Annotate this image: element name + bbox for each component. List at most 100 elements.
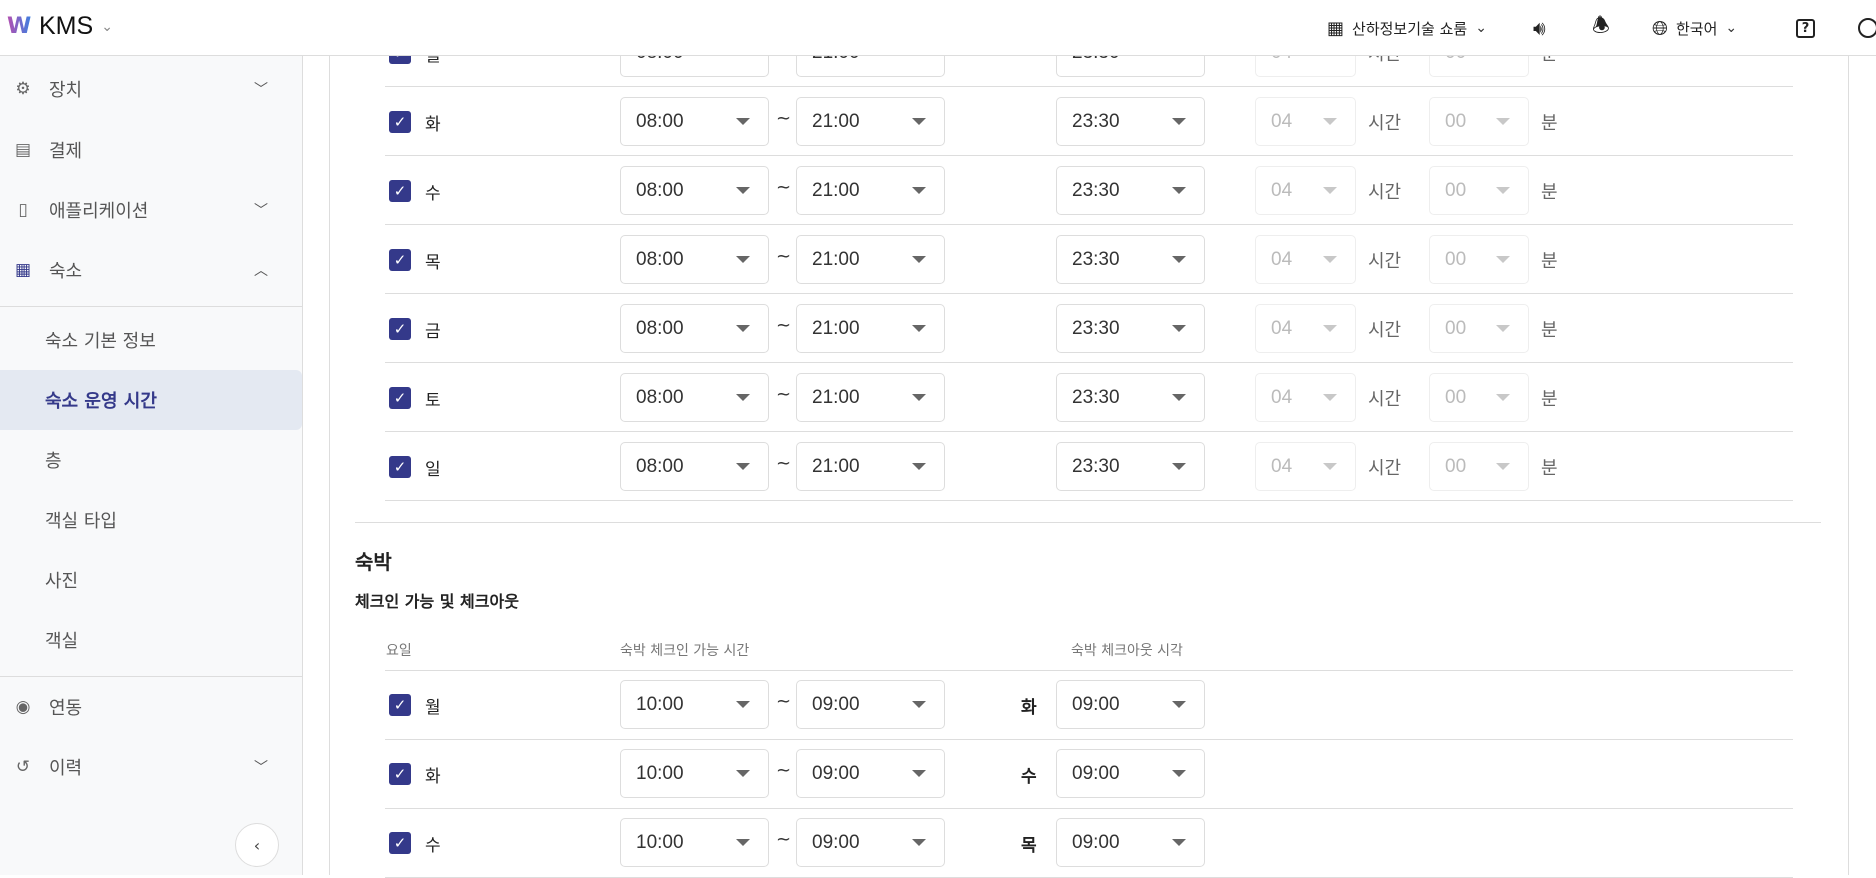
collapse-sidebar-button[interactable]: ‹ xyxy=(235,823,279,867)
range-separator: ~ xyxy=(776,384,792,405)
minute-unit-label: 분 xyxy=(1541,182,1558,203)
notification-bell-icon[interactable]: 🕭︎ xyxy=(1592,13,1610,37)
open-time-select[interactable]: 08:00 xyxy=(620,442,769,491)
chevron-down-icon: ⌄ xyxy=(101,18,113,35)
column-header-checkout: 숙박 체크아웃 시각 xyxy=(1071,643,1183,659)
sidebar-item-1[interactable]: ▤ 결제 xyxy=(0,120,303,180)
user-account-icon[interactable] xyxy=(1858,0,1876,56)
open-time-select[interactable]: 08:00 xyxy=(620,373,769,422)
select-value: 21:00 xyxy=(812,455,860,477)
section-divider xyxy=(355,522,1821,523)
sidebar-subitem-label: 객실 타입 xyxy=(45,511,117,532)
checkin-to-select[interactable]: 09:00 xyxy=(796,749,945,798)
hour-unit-label: 시간 xyxy=(1368,458,1402,479)
operating-hours-row xyxy=(385,18,1793,87)
sidebar-subitem-label: 객실 xyxy=(45,631,79,652)
help-icon[interactable]: ? xyxy=(1796,0,1815,56)
minute-unit-label: 분 xyxy=(1541,251,1558,272)
minutes-select: 00 xyxy=(1429,166,1529,215)
table-header-divider xyxy=(385,670,1793,671)
sidebar-item-label: 숙소 xyxy=(49,261,83,282)
day-label: 월 xyxy=(425,698,441,718)
sidebar-item-2[interactable]: ▯ 애플리케이션 ﹀ xyxy=(0,180,303,240)
day-label: 일 xyxy=(425,460,441,480)
select-value: 23:30 xyxy=(1072,386,1120,408)
time-select[interactable]: 23:30 xyxy=(1056,442,1205,491)
day-checkbox[interactable]: ✓ xyxy=(389,249,411,271)
select-value: 09:00 xyxy=(1072,831,1120,853)
checkout-time-select[interactable]: 09:00 xyxy=(1056,749,1205,798)
property-selector[interactable]: ▦ 산하정보기술 쇼룸 ⌄ xyxy=(1327,0,1487,56)
sidebar-item-0[interactable]: ⚙ 장치 ﹀ xyxy=(0,59,303,119)
divider xyxy=(0,306,303,307)
checkin-from-select[interactable]: 10:00 xyxy=(620,818,769,867)
open-time-select[interactable]: 08:00 xyxy=(620,235,769,284)
checkout-time-select[interactable]: 09:00 xyxy=(1056,818,1205,867)
day-checkbox[interactable]: ✓ xyxy=(389,111,411,133)
speaker-icon[interactable]: 🔊︎ xyxy=(1533,16,1546,40)
sidebar-subitem-4[interactable]: 사진 xyxy=(0,550,303,610)
time-select[interactable]: 23:30 xyxy=(1056,304,1205,353)
day-checkbox[interactable]: ✓ xyxy=(389,180,411,202)
open-time-select[interactable]: 08:00 xyxy=(620,166,769,215)
time-select[interactable]: 23:30 xyxy=(1056,97,1205,146)
select-value: 08:00 xyxy=(636,317,684,339)
hours-select: 04 xyxy=(1255,373,1356,422)
close-time-select[interactable]: 21:00 xyxy=(796,166,945,215)
range-separator: ~ xyxy=(776,108,792,129)
checkin-from-select[interactable]: 10:00 xyxy=(620,680,769,729)
sidebar-subitem-5[interactable]: 객실 xyxy=(0,610,303,670)
dropdown-arrow-icon xyxy=(1496,118,1510,125)
sidebar-item-3[interactable]: ▦ 숙소 ︿ xyxy=(0,240,303,300)
checkin-to-select[interactable]: 09:00 xyxy=(796,680,945,729)
open-time-select[interactable]: 08:00 xyxy=(620,304,769,353)
day-checkbox[interactable]: ✓ xyxy=(389,387,411,409)
sidebar-item-label: 애플리케이션 xyxy=(49,201,149,222)
close-time-select[interactable]: 21:00 xyxy=(796,235,945,284)
sidebar-item-history[interactable]: ↺ 이력 ﹀ xyxy=(0,737,303,797)
day-label: 수 xyxy=(425,836,441,856)
sidebar-subitem-1[interactable]: 숙소 운영 시간 xyxy=(0,370,302,430)
history-icon: ↺ xyxy=(15,757,31,777)
dropdown-arrow-icon xyxy=(1172,256,1186,263)
select-value: 23:30 xyxy=(1072,455,1120,477)
day-checkbox[interactable]: ✓ xyxy=(389,456,411,478)
day-checkbox[interactable]: ✓ xyxy=(389,832,411,854)
checkin-to-select[interactable]: 09:00 xyxy=(796,818,945,867)
app-name: KMS xyxy=(39,12,94,40)
select-value: 04 xyxy=(1271,455,1293,477)
language-selector[interactable]: 🌐︎ 한국어 ⌄ xyxy=(1652,0,1737,56)
time-select[interactable]: 23:30 xyxy=(1056,373,1205,422)
checkout-time-select[interactable]: 09:00 xyxy=(1056,680,1205,729)
dropdown-arrow-icon xyxy=(912,394,926,401)
dropdown-arrow-icon xyxy=(736,325,750,332)
day-checkbox[interactable]: ✓ xyxy=(389,694,411,716)
close-time-select[interactable]: 21:00 xyxy=(796,304,945,353)
day-checkbox[interactable]: ✓ xyxy=(389,763,411,785)
sidebar-subitem-0[interactable]: 숙소 기본 정보 xyxy=(0,310,303,370)
sidebar-subitem-2[interactable]: 층 xyxy=(0,430,303,490)
sidebar-item-label: 연동 xyxy=(49,698,83,719)
sidebar-item-link[interactable]: ◉ 연동 xyxy=(0,677,303,737)
dropdown-arrow-icon xyxy=(736,187,750,194)
dropdown-arrow-icon xyxy=(1496,394,1510,401)
checkout-day-label: 화 xyxy=(1021,698,1037,718)
day-checkbox[interactable]: ✓ xyxy=(389,318,411,340)
time-select[interactable]: 23:30 xyxy=(1056,235,1205,284)
checkin-from-select[interactable]: 10:00 xyxy=(620,749,769,798)
dropdown-arrow-icon xyxy=(912,256,926,263)
select-value: 00 xyxy=(1445,248,1467,270)
checkout-day-label: 목 xyxy=(1021,836,1037,856)
chevron-down-icon: ⌄ xyxy=(1475,20,1487,36)
app-switcher[interactable]: W KMS ⌄ xyxy=(7,12,113,41)
hour-unit-label: 시간 xyxy=(1368,113,1402,134)
close-time-select[interactable]: 21:00 xyxy=(796,97,945,146)
close-time-select[interactable]: 21:00 xyxy=(796,442,945,491)
open-time-select[interactable]: 08:00 xyxy=(620,97,769,146)
sidebar-subitem-3[interactable]: 객실 타입 xyxy=(0,490,303,550)
select-value: 08:00 xyxy=(636,386,684,408)
close-time-select[interactable]: 21:00 xyxy=(796,373,945,422)
select-value: 00 xyxy=(1445,179,1467,201)
minutes-select: 00 xyxy=(1429,235,1529,284)
time-select[interactable]: 23:30 xyxy=(1056,166,1205,215)
